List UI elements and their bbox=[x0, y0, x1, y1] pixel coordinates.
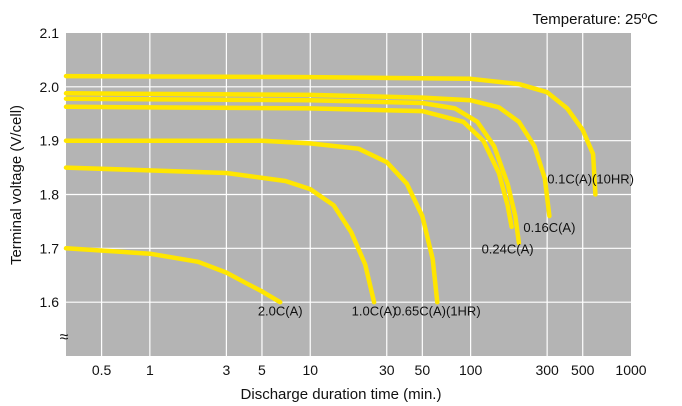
series-line bbox=[63, 91, 552, 219]
x-tick-label: 1000 bbox=[615, 362, 646, 378]
axis-break-symbol: ≈ bbox=[60, 329, 69, 346]
x-tick-label: 1 bbox=[146, 362, 154, 378]
x-tick-labels: 0.5 1 3 5 10 30 50 100 300 500 1000 bbox=[92, 362, 647, 378]
y-tick-label: 1.9 bbox=[40, 133, 60, 149]
series-label: 2.0C(A) bbox=[258, 304, 303, 319]
y-tick-label: 1.6 bbox=[40, 294, 60, 310]
y-tick-label: 1.8 bbox=[40, 187, 60, 203]
x-tick-label: 10 bbox=[302, 362, 318, 378]
series-label: 1.0C(A) bbox=[352, 304, 397, 319]
series-line bbox=[63, 138, 440, 305]
x-tick-label: 50 bbox=[415, 362, 431, 378]
y-tick-label: 2.1 bbox=[40, 25, 60, 41]
series-labels: 0.1C(A)(10HR) 0.16C(A) 0.24C(A) 0.65C(A)(1H… bbox=[258, 172, 634, 319]
series-label: 0.65C(A)(1HR) bbox=[394, 304, 481, 319]
x-tick-label: 100 bbox=[459, 362, 483, 378]
series-line bbox=[63, 96, 522, 246]
y-tick-label: 1.7 bbox=[40, 240, 60, 256]
y-tick-label: 2.0 bbox=[40, 79, 60, 95]
y-axis-label: Terminal voltage (V/cell) bbox=[8, 105, 25, 265]
x-axis-label: Discharge duration time (min.) bbox=[241, 386, 442, 403]
gridlines bbox=[66, 33, 631, 356]
x-tick-label: 0.5 bbox=[92, 362, 112, 378]
series-line bbox=[63, 73, 598, 197]
series-line bbox=[63, 165, 377, 305]
series-line bbox=[63, 104, 514, 230]
x-tick-label: 5 bbox=[258, 362, 266, 378]
x-tick-label: 500 bbox=[571, 362, 595, 378]
x-tick-label: 300 bbox=[535, 362, 559, 378]
x-tick-label: 30 bbox=[379, 362, 395, 378]
series-lines bbox=[63, 73, 598, 305]
y-tick-labels: 1.6 1.7 1.8 1.9 2.0 2.1 bbox=[40, 25, 60, 310]
series-label: 0.1C(A)(10HR) bbox=[547, 172, 634, 187]
series-line bbox=[63, 246, 283, 305]
series-label: 0.16C(A) bbox=[523, 220, 575, 235]
series-label: 0.24C(A) bbox=[482, 242, 534, 257]
temperature-annotation: Temperature: 25ºC bbox=[532, 11, 658, 28]
x-tick-label: 3 bbox=[222, 362, 230, 378]
